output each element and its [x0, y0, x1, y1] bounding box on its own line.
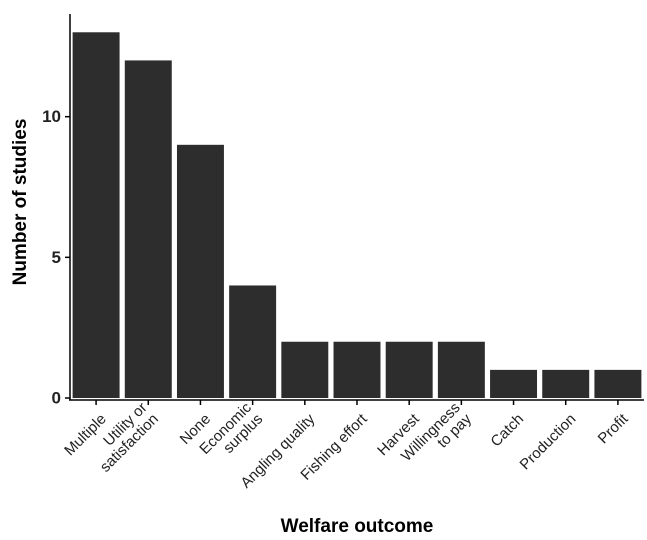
bar-7: [437, 341, 485, 398]
x-tick-label-8: Catch: [487, 411, 527, 451]
bar-1: [124, 60, 172, 399]
y-axis-title: Number of studies: [10, 119, 31, 286]
bar-6: [385, 341, 433, 398]
y-tick-label-0: 0: [52, 389, 61, 408]
bars-group: [72, 32, 642, 399]
bar-9: [542, 369, 590, 398]
bar-5: [333, 341, 381, 398]
x-axis-title: Welfare outcome: [281, 516, 434, 537]
bar-4: [281, 341, 329, 398]
bar-8: [490, 369, 538, 398]
bar-10: [594, 369, 642, 398]
y-tick-label-2: 10: [42, 107, 61, 126]
bar-0: [72, 32, 120, 399]
x-tick-label-9: Production: [517, 411, 580, 474]
bar-3: [229, 285, 277, 398]
y-ticks-group: 0 5 10: [42, 107, 70, 408]
bar-2: [176, 144, 224, 398]
x-tick-label-10: Profit: [595, 410, 632, 447]
y-tick-label-1: 5: [52, 248, 61, 267]
x-tick-label-3: Economicsurplus: [196, 399, 266, 469]
